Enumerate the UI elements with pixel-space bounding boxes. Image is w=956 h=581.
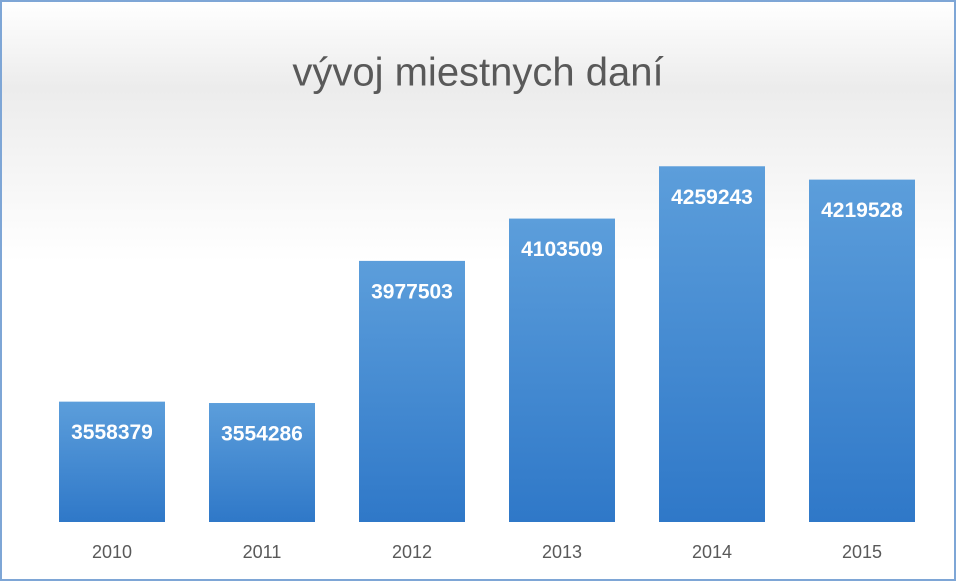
x-tick-label: 2013 (542, 542, 582, 562)
bar (359, 260, 465, 522)
data-label: 3558379 (71, 421, 153, 444)
bar (209, 403, 315, 522)
x-tick-label: 2014 (692, 542, 732, 562)
bar (659, 166, 765, 523)
data-label: 4259243 (671, 186, 753, 209)
bar (509, 218, 615, 522)
data-label: 4219528 (821, 199, 903, 222)
bar (809, 179, 915, 522)
x-tick-label: 2012 (392, 542, 432, 562)
data-label: 3977503 (371, 280, 453, 303)
bar (59, 401, 165, 522)
x-tick-label: 2015 (842, 542, 882, 562)
x-tick-label: 2011 (243, 542, 282, 562)
x-tick-label: 2010 (92, 542, 132, 562)
data-label: 3554286 (221, 423, 303, 446)
chart-title: vývoj miestnych daní (292, 51, 663, 95)
data-label: 4103509 (521, 238, 603, 261)
